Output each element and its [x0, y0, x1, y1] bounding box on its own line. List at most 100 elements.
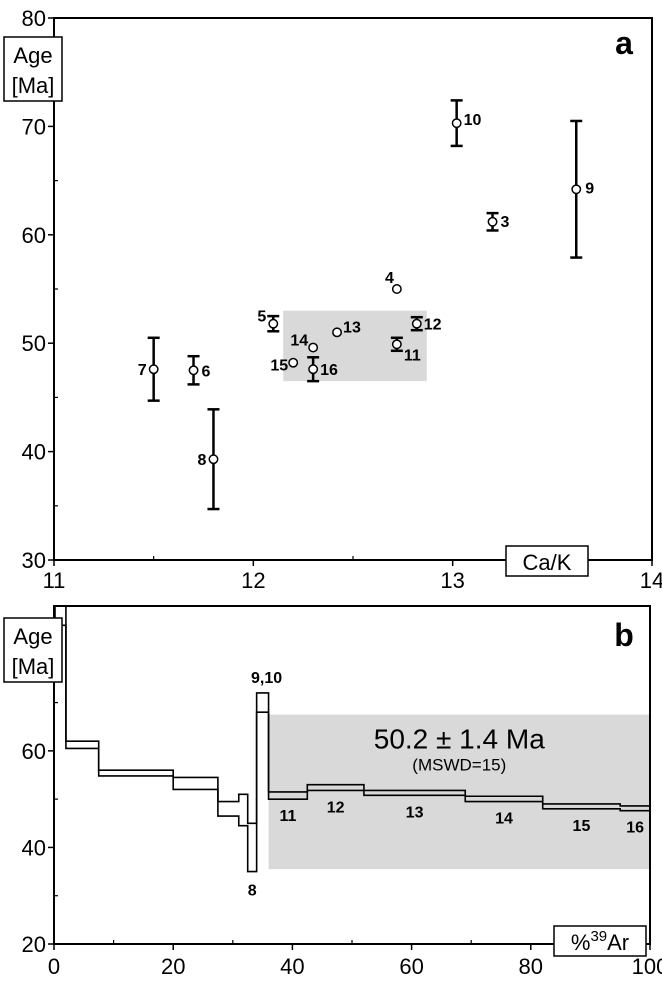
point-marker [391, 284, 402, 294]
point-label: 4 [385, 270, 394, 287]
step-label: 13 [406, 804, 424, 821]
age-spectrum: 8 9,10 11 12 13 14 15 16 [54, 605, 650, 900]
point-label: 5 [257, 309, 266, 326]
point-marker [451, 118, 462, 129]
y-tick-label: 60 [22, 739, 46, 764]
y-axis-label-box [3, 617, 63, 683]
point-marker [411, 318, 422, 329]
y-axis-label-box [3, 36, 63, 102]
point-marker [268, 318, 279, 329]
data-point-3: 3 [486, 211, 510, 232]
y-tick-label: 60 [22, 223, 46, 248]
y-axis-label: Age [Ma] [3, 36, 63, 102]
data-point-11: 11 [390, 336, 421, 364]
data-point-16: 16 [307, 356, 338, 383]
step-13: 13 [406, 804, 424, 821]
y-axis-label-line-2: [Ma] [12, 654, 55, 679]
data-point-9: 9 [570, 119, 594, 259]
step-label: 9,10 [251, 670, 282, 687]
y-tick-label: 50 [22, 331, 46, 356]
point-label: 6 [202, 363, 211, 380]
x-axis-label: %39Ar [553, 925, 647, 957]
data-point-8: 8 [198, 408, 220, 511]
step-label: 11 [279, 808, 296, 825]
data-point-4: 4 [385, 270, 402, 294]
data-point-10: 10 [450, 99, 482, 148]
y-axis-label-line-1: Age [13, 43, 52, 68]
y-tick-label: 20 [22, 932, 46, 957]
point-marker [288, 357, 299, 368]
point-marker [332, 327, 343, 338]
point-marker [487, 216, 498, 227]
y-tick-label: 30 [22, 548, 46, 573]
x-axis-label-suffix: Ar [607, 930, 629, 955]
y-axis-label-line-2: [Ma] [12, 73, 55, 98]
x-tick-label: 11 [43, 568, 66, 593]
point-label: 9 [585, 180, 594, 197]
step-label: 15 [573, 818, 591, 835]
step-8: 8 [248, 883, 257, 900]
y-axis-label-line-1: Age [13, 624, 52, 649]
point-label: 3 [501, 214, 510, 231]
data-point-5: 5 [257, 309, 280, 333]
step-14: 14 [495, 811, 513, 828]
point-label: 7 [138, 362, 147, 379]
y-tick-label: 80 [22, 6, 46, 31]
point-marker [571, 184, 582, 195]
point-marker [148, 364, 159, 375]
point-marker [208, 454, 219, 465]
y-tick-label: 40 [22, 835, 46, 860]
step-label: 12 [327, 799, 345, 816]
point-label: 14 [290, 333, 308, 350]
x-axis-label-text: Ca/K [523, 550, 572, 575]
step-9,10: 9,10 [251, 670, 282, 687]
plot-frame [53, 17, 653, 561]
spectrum-lower-envelope [54, 624, 650, 873]
data-point-13: 13 [332, 319, 361, 338]
point-label: 13 [343, 319, 361, 336]
x-tick-label: 100 [632, 954, 662, 979]
x-tick-label: 60 [399, 954, 423, 979]
point-label: 15 [270, 358, 288, 375]
data-point-6: 6 [187, 354, 211, 386]
point-marker [188, 365, 199, 376]
data-point-7: 7 [138, 336, 160, 402]
y-axis-label: Age [Ma] [3, 617, 63, 683]
point-label: 8 [198, 452, 207, 469]
step-12: 12 [327, 799, 345, 816]
point-label: 12 [424, 317, 442, 334]
plateau-region [268, 714, 650, 870]
x-tick-label: 14 [640, 568, 662, 593]
plateau-age: 50.2 ± 1.4 Ma [374, 724, 545, 755]
step-11: 11 [279, 808, 296, 825]
x-axis-label-box [553, 925, 647, 957]
step-label: 8 [248, 883, 257, 900]
x-axis-label-box [505, 545, 589, 577]
step-label: 16 [626, 820, 644, 837]
x-tick-label: 0 [48, 954, 60, 979]
point-marker [308, 342, 319, 353]
panel-b: 50.2 ± 1.4 Ma (MSWD=15) 8 9,10 11 12 13 14 15 1… [3, 605, 662, 979]
x-tick-label: 40 [280, 954, 304, 979]
step-15: 15 [573, 818, 591, 835]
x-tick-label: 80 [519, 954, 543, 979]
panel-letter-b: b [614, 617, 634, 653]
data-point-15: 15 [270, 357, 299, 375]
point-label: 16 [320, 362, 338, 379]
x-tick-label: 13 [440, 568, 464, 593]
point-label: 11 [404, 347, 421, 364]
x-axis-label-text: %39Ar [571, 928, 629, 955]
y-tick-label: 40 [22, 440, 46, 465]
point-label: 10 [464, 112, 482, 129]
data-point-14: 14 [290, 333, 319, 353]
x-tick-label: 12 [241, 568, 265, 593]
x-axis-label-prefix: % [571, 930, 591, 955]
x-axis-label: Ca/K [505, 545, 589, 577]
point-marker [308, 364, 319, 375]
x-tick-label: 20 [161, 954, 185, 979]
step-16: 16 [626, 820, 644, 837]
